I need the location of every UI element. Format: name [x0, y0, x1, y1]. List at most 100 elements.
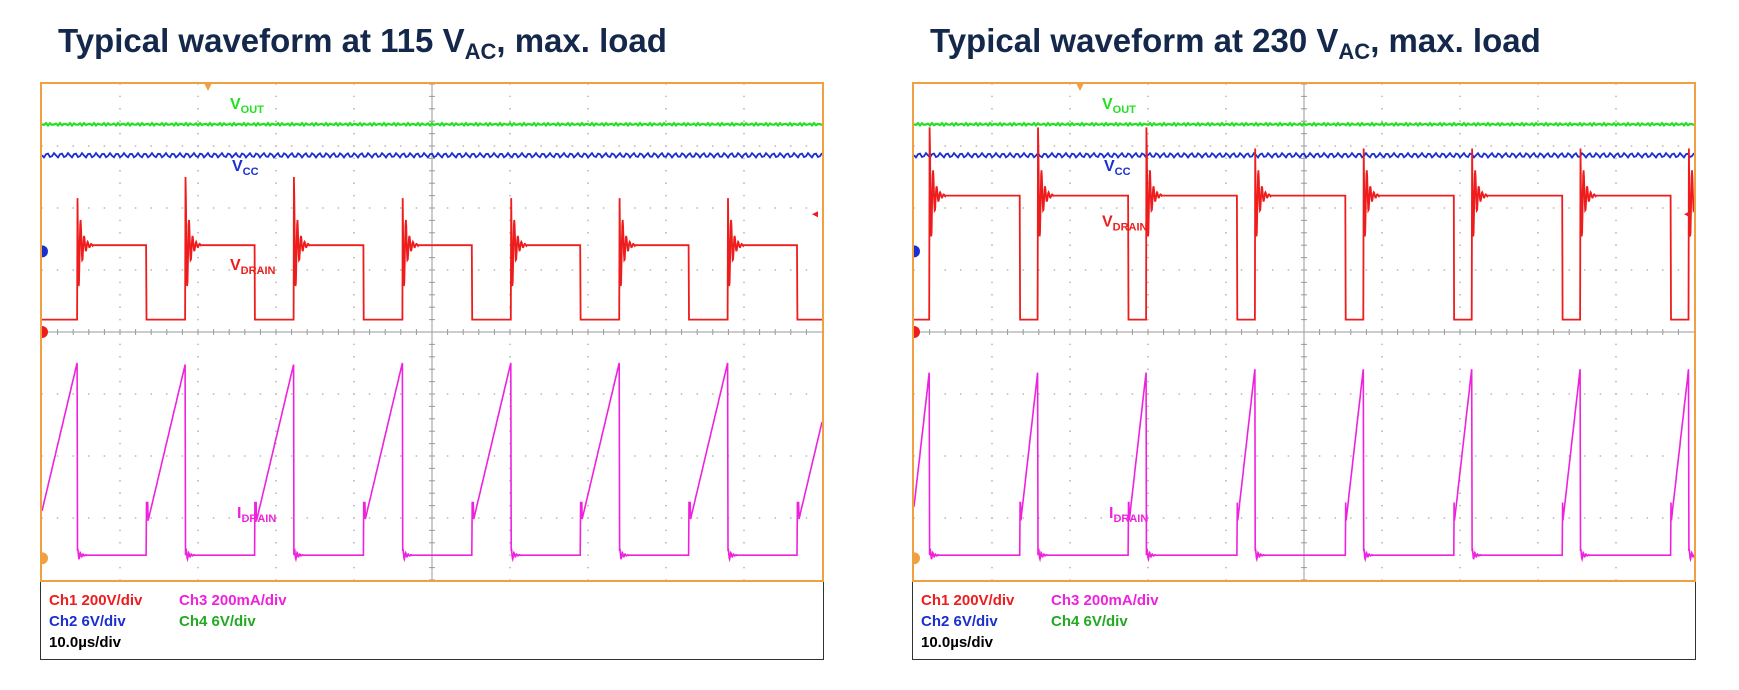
grid-dot	[1615, 219, 1617, 222]
grid-dot	[509, 566, 511, 569]
grid-dot	[743, 393, 745, 395]
grid-dot	[1069, 231, 1071, 234]
grid-dot	[477, 269, 480, 271]
grid-dot	[758, 269, 761, 271]
grid-dot	[1225, 442, 1227, 445]
grid-dot	[353, 455, 355, 457]
scope-plot-230: VOUT VCC VDRAIN IDRAIN	[914, 84, 1694, 580]
label-vdrain: VDRAIN	[1102, 214, 1148, 234]
grid-dot	[399, 145, 402, 147]
grid-dot	[743, 256, 745, 259]
grid-dot	[1084, 207, 1087, 209]
grid-dot	[1365, 269, 1368, 271]
grid-dot	[353, 504, 355, 507]
grid-dot	[337, 393, 340, 395]
grid-dot	[1069, 132, 1071, 135]
grid-dot	[1178, 207, 1181, 209]
grid-dot	[1381, 343, 1383, 346]
grid-dot	[1474, 145, 1477, 147]
grid-dot	[1006, 455, 1009, 457]
grid-dot	[1381, 132, 1383, 135]
grid-dot	[197, 455, 199, 457]
grid-dot	[1147, 492, 1149, 495]
grid-dot	[696, 393, 699, 395]
scale-panel-230: Ch1 200V/div Ch3 200mA/div Ch2 6V/div Ch4 …	[912, 582, 1696, 660]
grid-dot	[1381, 256, 1383, 259]
grid-dot	[1537, 355, 1539, 358]
grid-dot	[1615, 256, 1617, 259]
grid-dot	[1147, 107, 1149, 110]
grid-dot	[587, 566, 589, 569]
grid-dot	[805, 269, 808, 271]
grid-dot	[119, 293, 121, 296]
grid-dot	[1646, 455, 1649, 457]
grid-dot	[1256, 269, 1259, 271]
grid-dot	[1069, 355, 1071, 358]
grid-dot	[1630, 455, 1633, 457]
grid-dot	[1552, 145, 1555, 147]
grid-dot	[743, 132, 745, 135]
grid-dot	[665, 269, 667, 271]
grid-dot	[119, 541, 121, 544]
grid-dot	[991, 517, 993, 519]
grid-dot	[665, 95, 667, 98]
grid-dot	[1615, 343, 1617, 346]
grid-dot	[959, 393, 962, 395]
grid-dot	[337, 455, 340, 457]
grid-dot	[587, 517, 589, 519]
grid-dot	[991, 355, 993, 358]
grid-dot	[587, 417, 589, 420]
grid-dot	[243, 393, 246, 395]
grid-dot	[665, 529, 667, 532]
grid-dot	[353, 479, 355, 482]
grid-dot	[758, 455, 761, 457]
grid-dot	[1147, 256, 1149, 259]
grid-dot	[1069, 293, 1071, 296]
grid-dot	[275, 281, 277, 284]
grid-dot	[665, 492, 667, 495]
grid-dot	[1006, 269, 1009, 271]
grid-dot	[1459, 194, 1461, 197]
grid-dot	[212, 455, 215, 457]
grid-dot	[353, 417, 355, 420]
grid-dot	[1443, 517, 1446, 519]
grid-dot	[665, 107, 667, 110]
grid-dot	[1615, 455, 1617, 457]
grid-dot	[587, 256, 589, 259]
grid-dot	[789, 207, 792, 209]
grid-dot	[649, 145, 652, 147]
grid-dot	[509, 120, 511, 123]
grid-dot	[275, 393, 277, 395]
grid-dot	[1381, 231, 1383, 234]
grid-dot	[134, 207, 137, 209]
grid-dot	[134, 269, 137, 271]
grid-dot	[1537, 318, 1539, 321]
grid-dot	[758, 393, 761, 395]
grid-dot	[555, 269, 558, 271]
grid-dot	[275, 107, 277, 110]
grid-dot	[275, 84, 277, 85]
grid-dot	[1318, 145, 1321, 147]
grid-dot	[1069, 244, 1071, 247]
grid-dot	[1443, 455, 1446, 457]
grid-dot	[571, 517, 574, 519]
grid-dot	[509, 132, 511, 135]
grid-dot	[1287, 393, 1290, 395]
grid-dot	[991, 541, 993, 544]
grid-dot	[384, 455, 387, 457]
grid-dot	[42, 207, 43, 209]
grid-dot	[1615, 95, 1617, 98]
grid-dot	[1225, 430, 1227, 433]
grid-dot	[275, 256, 277, 259]
grid-dot	[415, 269, 418, 271]
grid-dot	[353, 492, 355, 495]
grid-dot	[368, 393, 371, 395]
grid-dot	[1225, 318, 1227, 321]
grid-dot	[119, 529, 121, 532]
grid-dot	[991, 430, 993, 433]
grid-dot	[1147, 132, 1149, 135]
grid-dot	[1630, 207, 1633, 209]
grid-dot	[1552, 207, 1555, 209]
grid-dot	[353, 405, 355, 408]
grid-dot	[1459, 554, 1461, 557]
